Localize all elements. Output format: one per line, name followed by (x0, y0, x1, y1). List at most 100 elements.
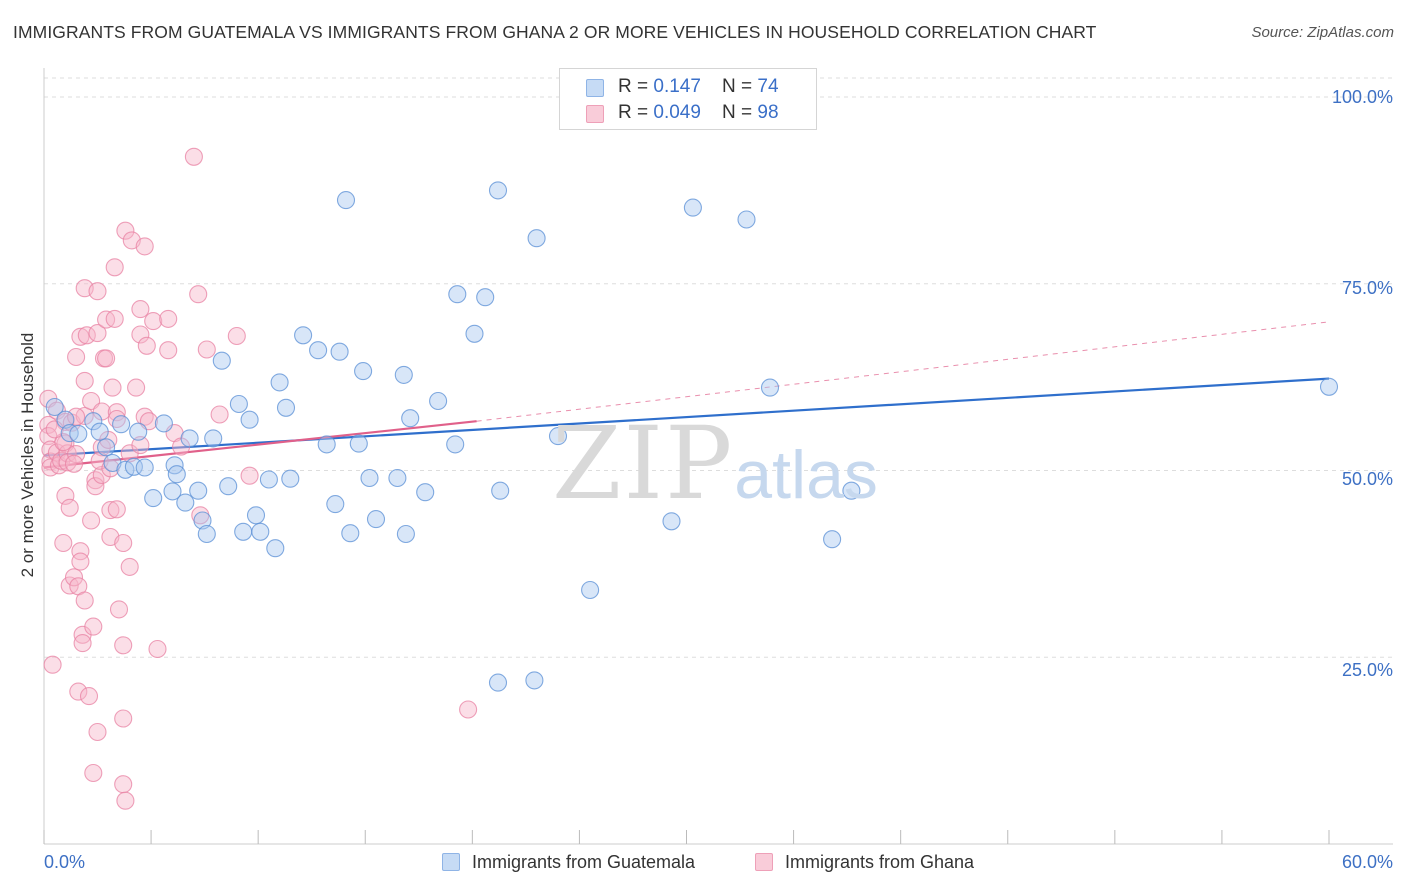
point-ghana (84, 617, 103, 636)
point-guatemala (129, 422, 148, 441)
point-ghana (137, 336, 156, 355)
point-guatemala (396, 524, 415, 544)
point-guatemala (219, 477, 238, 496)
point-ghana (114, 533, 133, 553)
trend-line-guatemala (43, 377, 1330, 457)
point-guatemala (270, 373, 289, 392)
point-guatemala (180, 429, 199, 448)
point-ghana (64, 568, 84, 587)
point-ghana (184, 147, 203, 166)
point-ghana (69, 682, 88, 701)
point-guatemala (197, 524, 216, 544)
point-ghana (71, 552, 90, 571)
point-ghana (131, 436, 150, 455)
point-ghana (135, 237, 154, 256)
point-ghana (77, 326, 96, 345)
point-ghana (84, 763, 103, 783)
point-ghana (131, 300, 150, 319)
point-guatemala (429, 391, 448, 411)
point-ghana (107, 500, 126, 519)
point-ghana (75, 371, 94, 390)
point-ghana (75, 591, 94, 610)
point-ghana (210, 405, 229, 424)
x-tick-label-max: 60.0% (1341, 852, 1393, 872)
point-guatemala (525, 671, 544, 690)
watermark-zip: ZIP (552, 405, 735, 522)
bottom-legend-guatemala: Immigrants from Guatemala (442, 852, 695, 873)
point-guatemala (349, 434, 368, 453)
point-guatemala (330, 342, 349, 361)
point-guatemala (204, 429, 223, 448)
point-ghana (71, 542, 90, 561)
point-guatemala (45, 397, 64, 417)
point-ghana (107, 403, 126, 422)
point-ghana (56, 486, 75, 505)
point-guatemala (69, 424, 88, 443)
legend-swatch-guatemala (586, 79, 604, 97)
y-axis-label: 2 or more Vehicles in Household (18, 332, 37, 578)
point-guatemala (163, 482, 182, 501)
point-guatemala (189, 481, 208, 500)
point-guatemala (56, 410, 75, 429)
point-guatemala (97, 438, 116, 457)
point-guatemala (135, 458, 154, 477)
legend-n-label: N = (722, 76, 758, 97)
point-guatemala (276, 398, 296, 417)
point-ghana (114, 709, 133, 728)
point-guatemala (388, 468, 407, 488)
point-guatemala (737, 210, 756, 229)
point-guatemala (401, 409, 420, 428)
point-guatemala (842, 481, 861, 500)
source-credit: Source: ZipAtlas.com (1251, 24, 1394, 41)
point-ghana (189, 285, 208, 304)
point-ghana (459, 700, 478, 719)
point-guatemala (488, 673, 508, 692)
legend-r-label: R = (618, 102, 654, 123)
trend-line-ghana (43, 420, 477, 469)
point-guatemala (446, 435, 465, 454)
correlation-legend: R = 0.147 N = 74 R = 0.049 N = 98 (559, 68, 817, 130)
x-tick-label-min: 0.0% (44, 852, 86, 872)
point-ghana (97, 349, 116, 368)
point-guatemala (760, 378, 780, 397)
watermark-atlas: atlas (734, 437, 878, 513)
point-ghana (197, 340, 216, 359)
chart-title: IMMIGRANTS FROM GUATEMALA VS IMMIGRANTS … (13, 22, 1097, 42)
bottom-legend-swatch-ghana (755, 853, 773, 871)
point-ghana (71, 327, 90, 346)
point-guatemala (366, 510, 386, 529)
point-guatemala (90, 422, 109, 441)
point-ghana (67, 347, 86, 367)
point-guatemala (336, 191, 356, 210)
point-ghana (88, 324, 107, 343)
point-ghana (105, 309, 124, 328)
point-guatemala (448, 285, 467, 304)
point-guatemala (465, 324, 484, 343)
point-ghana (148, 639, 167, 659)
point-guatemala (823, 530, 842, 549)
legend-n-value: 98 (757, 102, 779, 123)
point-ghana (88, 282, 107, 301)
point-guatemala (662, 512, 681, 531)
point-ghana (127, 378, 146, 397)
point-guatemala (294, 326, 313, 345)
y-tick-label-50: 50.0% (1341, 469, 1393, 489)
point-guatemala (309, 341, 328, 360)
legend-swatch-ghana (586, 105, 604, 123)
point-ghana (116, 791, 135, 810)
point-ghana (43, 655, 62, 674)
point-guatemala (144, 489, 163, 508)
bottom-legend-ghana: Immigrants from Ghana (755, 852, 974, 873)
legend-r-label: R = (618, 76, 654, 97)
point-ghana (54, 433, 73, 452)
point-guatemala (154, 414, 173, 433)
point-guatemala (476, 288, 495, 307)
point-guatemala (167, 465, 186, 484)
point-ghana (103, 378, 122, 397)
legend-r-value: 0.147 (653, 76, 701, 97)
bottom-legend-label-ghana: Immigrants from Ghana (785, 852, 975, 872)
point-guatemala (246, 506, 266, 525)
point-guatemala (240, 410, 259, 429)
point-guatemala (360, 468, 379, 488)
